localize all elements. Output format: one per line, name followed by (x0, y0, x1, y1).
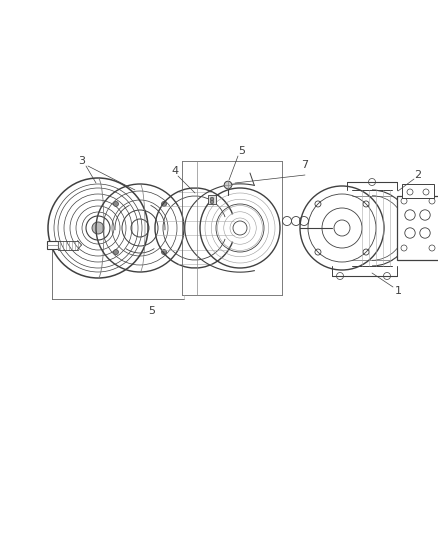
Circle shape (224, 181, 232, 189)
Circle shape (92, 222, 104, 234)
Circle shape (210, 197, 214, 201)
Bar (208, 195, 216, 204)
Circle shape (162, 249, 166, 255)
Bar (397, 196, 438, 260)
Text: 3: 3 (78, 156, 85, 166)
Text: 5: 5 (239, 146, 246, 156)
Circle shape (210, 200, 214, 204)
Text: 7: 7 (301, 160, 308, 170)
Text: 2: 2 (414, 170, 421, 180)
Circle shape (113, 249, 118, 255)
Text: 1: 1 (395, 286, 402, 296)
Text: 5: 5 (148, 306, 155, 316)
Bar (402, 184, 434, 198)
Circle shape (113, 201, 118, 206)
Text: 4: 4 (171, 166, 179, 176)
Bar (46, 240, 57, 249)
Circle shape (162, 201, 166, 206)
